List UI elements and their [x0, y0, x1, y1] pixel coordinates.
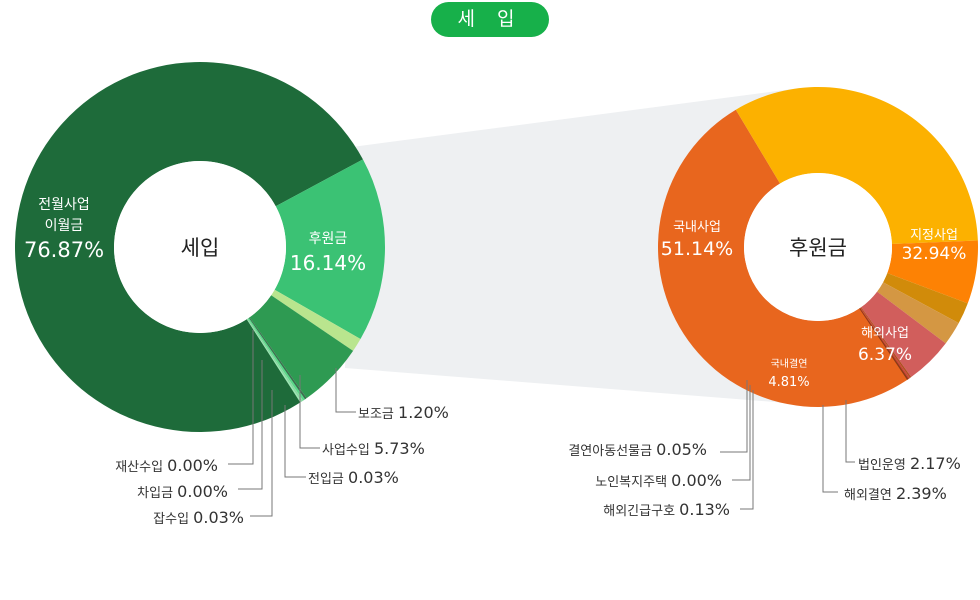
donation-center-label: 후원금 — [789, 236, 847, 260]
section-title-badge: 세 입 — [431, 2, 549, 37]
label-overseas: 해외사업 — [861, 326, 909, 341]
value-overseas: 6.37% — [858, 345, 912, 365]
value-designated: 32.94% — [902, 244, 967, 264]
leader-property-income — [228, 330, 254, 465]
label-donation: 후원금 — [309, 231, 348, 247]
label-domestic-sponsor: 국내결연 — [771, 358, 808, 370]
donation-slice-1 — [735, 86, 978, 245]
label-carryover-l2: 이월금 — [45, 218, 84, 234]
donation-slice-3 — [883, 273, 968, 324]
label-해외결연: 해외결연 2.39% — [844, 484, 947, 503]
leader-corporate — [845, 400, 855, 463]
donation-slice-7 — [859, 307, 910, 379]
income-donut: 세입 — [14, 61, 386, 432]
donation-hole — [744, 173, 892, 321]
income-hole — [114, 161, 286, 333]
leader-borrowing — [238, 360, 263, 490]
label-사업수입: 사업수입 5.73% — [322, 439, 425, 458]
leader-subsidy — [335, 368, 356, 413]
donation-slice-6 — [860, 307, 912, 378]
label-carryover-l1: 전월사업 — [38, 197, 90, 213]
leader-transfer — [284, 405, 306, 478]
leader-overseas-sponsor — [822, 405, 838, 493]
value-domestic: 51.14% — [661, 238, 733, 260]
label-재산수입: 재산수입 0.00% — [115, 456, 218, 475]
donation-donut: 후원금 — [658, 86, 978, 407]
income-slice-5 — [248, 317, 306, 401]
leader-senior-housing — [732, 385, 751, 481]
income-slice-3 — [249, 295, 354, 399]
income-slice-2 — [271, 289, 361, 351]
label-designated: 지정사업 — [910, 228, 958, 243]
income-slice-6 — [247, 318, 304, 402]
label-보조금: 보조금 1.20% — [358, 403, 449, 422]
income-slice-1 — [274, 159, 386, 340]
label-잡수입: 잡수입 0.03% — [153, 508, 244, 527]
donation-slice-5 — [861, 291, 946, 378]
label-차입금: 차입금 0.00% — [137, 482, 228, 501]
income-slice-4 — [248, 317, 307, 400]
label-법인운영: 법인운영 2.17% — [858, 454, 961, 473]
donation-slice-2 — [887, 240, 978, 304]
label-노인복지주택: 노인복지주택 0.00% — [595, 471, 722, 490]
label-전입금: 전입금 0.03% — [308, 468, 399, 487]
leader-misc-income — [250, 390, 273, 517]
value-domestic-sponsor: 4.81% — [768, 375, 809, 390]
label-결연아동선물금: 결연아동선물금 0.05% — [568, 440, 707, 459]
income-center-label: 세입 — [181, 236, 220, 260]
label-해외긴급구호: 해외긴급구호 0.13% — [603, 500, 730, 519]
donation-slice-4 — [877, 282, 959, 344]
value-donation: 16.14% — [290, 251, 366, 275]
leader-emergency-relief — [740, 390, 754, 510]
donation-slice-8 — [859, 308, 909, 380]
value-carryover: 76.87% — [24, 238, 104, 262]
leader-child-gift — [720, 380, 748, 453]
income-slice-7 — [246, 318, 302, 403]
donation-slice-0 — [658, 109, 910, 407]
label-domestic: 국내사업 — [673, 220, 721, 235]
income-slice-0 — [14, 61, 363, 432]
leader-business-income — [299, 375, 320, 449]
